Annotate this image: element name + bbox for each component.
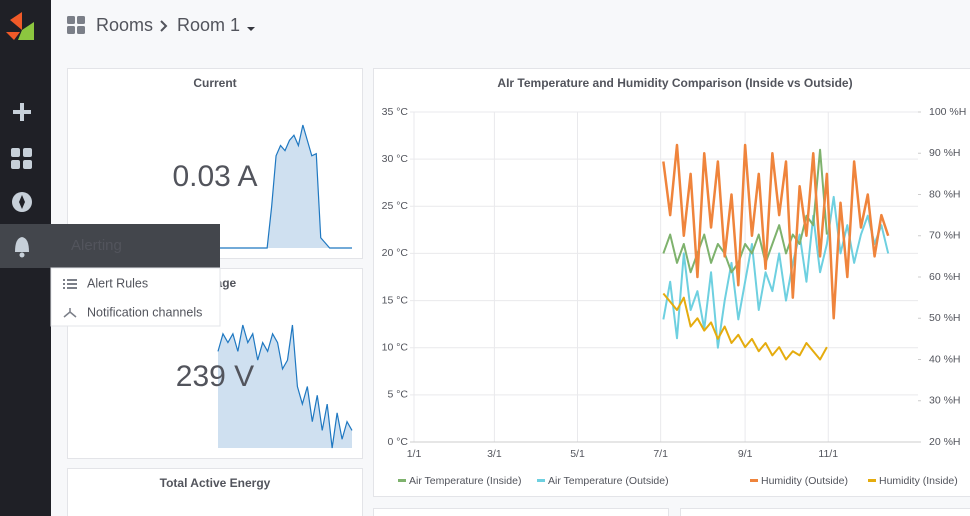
sparkline-area [218,125,352,248]
menu-title: Alerting [71,237,122,254]
y-tick-label: 20 °C [382,247,409,259]
legend-swatch [537,479,545,482]
y2-tick-label: 80 %H [929,188,961,200]
panel-title: Current [193,76,236,90]
sparkline-area [218,325,352,448]
alerting-icon [15,237,29,258]
dashboards-icon[interactable] [11,148,32,169]
y-tick-label: 5 °C [387,389,408,401]
legend-label: Air Temperature (Outside) [548,475,669,487]
logo[interactable] [6,12,34,40]
y2-tick-label: 40 %H [929,353,961,365]
y-tick-label: 0 °C [387,436,408,448]
x-tick-label: 9/1 [738,448,753,460]
panel [373,68,970,497]
panel [373,508,669,516]
y2-tick-label: 100 %H [929,106,966,118]
y2-tick-label: 20 %H [929,436,961,448]
create-icon[interactable] [13,103,31,121]
dashboard-dropdown[interactable] [247,27,255,31]
x-tick-label: 5/1 [570,448,585,460]
legend-label: Humidity (Inside) [879,475,958,487]
breadcrumb-folder[interactable]: Rooms [96,15,153,35]
list-icon [63,279,77,289]
series-line [662,292,828,361]
y-tick-label: 35 °C [382,106,409,118]
sparkline [218,124,352,249]
breadcrumb-icon [67,16,85,34]
x-tick-label: 7/1 [653,448,668,460]
y2-tick-label: 30 %H [929,395,961,407]
y-tick-label: 30 °C [382,153,409,165]
y-tick-label: 10 °C [382,341,409,353]
y2-tick-label: 90 %H [929,147,961,159]
legend-swatch [750,479,758,482]
share-icon [63,308,77,318]
series-line [662,195,890,349]
legend-label: Humidity (Outside) [761,475,848,487]
y-tick-label: 15 °C [382,294,409,306]
legend-swatch [868,479,876,482]
menu-header[interactable] [0,224,220,268]
panel [680,508,970,516]
chart-title: AIr Temperature and Humidity Comparison … [497,76,852,90]
series-line [662,148,828,274]
y-tick-label: 25 °C [382,200,409,212]
series-line [662,143,890,320]
y2-tick-label: 70 %H [929,230,961,242]
x-tick-label: 3/1 [487,448,502,460]
breadcrumb-separator [160,20,168,32]
explore-icon[interactable] [12,192,32,212]
menu-dropdown [50,267,221,327]
panel [67,468,363,516]
menu-item[interactable]: Alert Rules [87,276,148,290]
y2-tick-label: 60 %H [929,271,961,283]
stat-value: 239 V [176,360,254,393]
stat-value: 0.03 A [172,160,257,193]
menu-item[interactable]: Notification channels [87,305,202,319]
legend-label: Air Temperature (Inside) [409,475,521,487]
y2-tick-label: 50 %H [929,312,961,324]
x-tick-label: 11/1 [818,448,838,460]
panel-title: Total Active Energy [160,476,271,490]
x-tick-label: 1/1 [407,448,422,460]
breadcrumb-dashboard[interactable]: Room 1 [177,15,240,35]
sparkline [217,324,353,449]
legend-swatch [398,479,406,482]
